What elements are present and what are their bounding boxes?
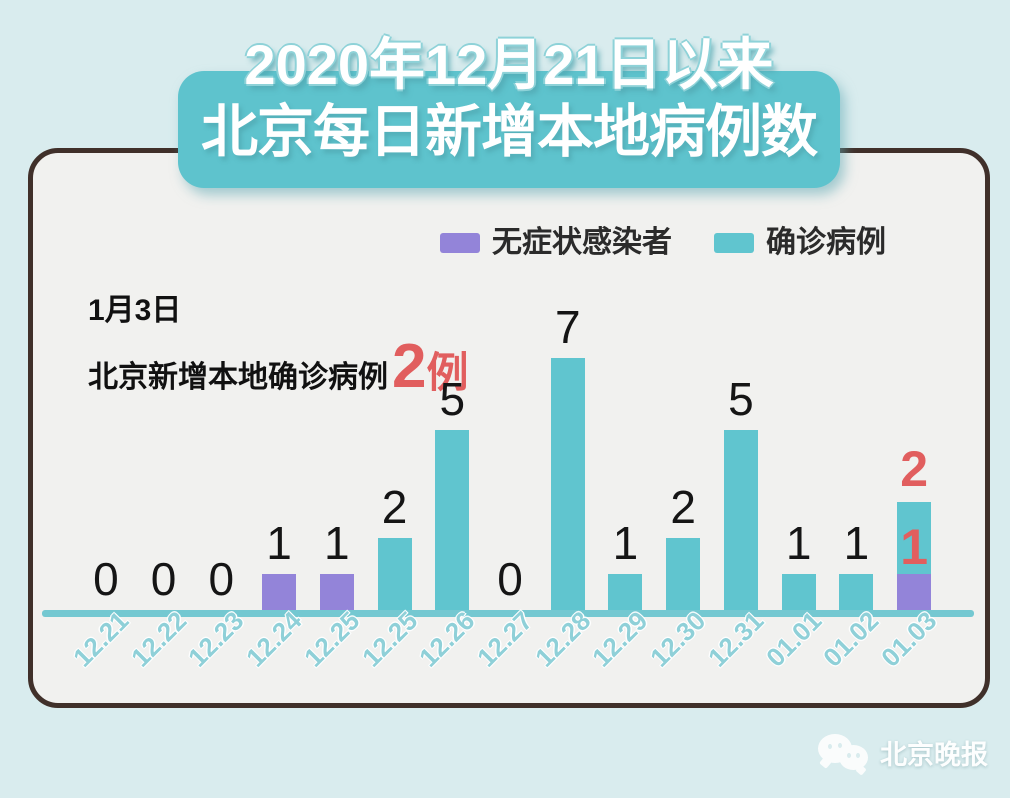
bar-slot: 1 12.24	[240, 300, 308, 673]
bar-slot: 0 12.22	[125, 300, 193, 673]
confirmed-bar-segment	[897, 502, 932, 574]
annotation-text: 北京新增本地确诊病例	[88, 361, 388, 394]
confirmed-bar-segment	[608, 574, 643, 610]
annotation-date: 1月3日	[88, 294, 182, 327]
bar-value-label: 0	[93, 553, 119, 605]
bar-value-label: 2	[670, 481, 696, 533]
bar-slot: 2 12.25	[356, 300, 424, 673]
bar	[435, 430, 470, 610]
annotation-unit: 例	[426, 349, 469, 396]
bar-slot: 5 12.26	[413, 300, 481, 673]
legend-item-asymptomatic: 无症状感染者	[440, 228, 672, 258]
bar	[262, 574, 297, 610]
asymptomatic-color-swatch	[440, 233, 480, 253]
legend-label: 无症状感染者	[492, 226, 672, 259]
stacked-bar	[897, 502, 932, 610]
bar	[723, 430, 758, 610]
asymptomatic-bar-segment	[319, 574, 354, 610]
annotation-value: 2	[392, 332, 427, 401]
bar-value-label: 1	[785, 517, 812, 569]
confirmed-bar-segment	[723, 430, 758, 610]
bar-value-label: 0	[208, 553, 235, 605]
bar-slot: 2 12.30	[644, 300, 712, 673]
bar-slot: 1 01.01	[760, 300, 828, 673]
bar-value-label: 0	[150, 553, 177, 605]
source-name: 北京晚报	[880, 739, 988, 770]
highlight-confirmed-count-label: 2	[900, 441, 929, 497]
bar	[319, 574, 354, 610]
confirmed-bar-segment	[435, 430, 470, 610]
confirmed-bar-segment	[666, 538, 701, 610]
source-watermark: 北京晚报	[818, 734, 988, 776]
bar-slot: 0 12.27	[471, 300, 539, 673]
bar	[666, 538, 701, 610]
bar-value-label: 1	[266, 517, 292, 569]
wechat-bubble-small	[839, 745, 868, 770]
confirmed-color-swatch	[714, 233, 754, 253]
asymptomatic-bar-segment	[897, 574, 932, 610]
bar-slot: 7 12.28	[529, 300, 597, 673]
bar-value-label: 5	[728, 373, 754, 425]
bar-chart: 0 12.21 0 12.22 0 12.23 1 12.24 1 12.25 …	[67, 300, 943, 673]
bar	[781, 574, 816, 610]
confirmed-bar-segment	[550, 358, 585, 610]
bar-slot: 5 12.31	[702, 300, 770, 673]
bar-value-label: 7	[554, 301, 581, 353]
legend-item-confirmed: 确诊病例	[714, 228, 886, 258]
bar-value-label: 1	[843, 517, 870, 569]
page-title-line1: 2020年12月21日以来	[244, 33, 774, 96]
confirmed-bar-segment	[377, 538, 412, 610]
asymptomatic-bar-segment	[262, 574, 297, 610]
bar	[550, 358, 585, 610]
annotation-row: 北京新增本地确诊病例 2 例	[88, 332, 469, 401]
bar-value-label: 1	[324, 517, 350, 569]
wechat-icon	[818, 734, 872, 776]
bar-slot: 1 12.25	[298, 300, 366, 673]
bar-value-label: 0	[497, 553, 523, 605]
bar-slot: 0 12.23	[183, 300, 250, 673]
confirmed-bar-segment	[839, 574, 874, 610]
highlight-asymptomatic-count-label: 1	[900, 519, 929, 575]
bar-value-label: 5	[439, 373, 466, 425]
bar	[839, 574, 874, 610]
page-title-line2: 北京每日新增本地病例数	[201, 100, 818, 164]
bar-slot: 1 12.29	[587, 300, 655, 673]
bar-slot: 1 01.02	[818, 300, 886, 673]
bar	[377, 538, 412, 610]
confirmed-bar-segment	[781, 574, 816, 610]
bar-slot-highlighted: 2 1 01.03	[875, 300, 943, 673]
bar	[608, 574, 643, 610]
chart-legend: 无症状感染者 确诊病例	[440, 228, 886, 258]
bar-value-label: 1	[612, 517, 639, 569]
legend-label: 确诊病例	[766, 226, 886, 259]
title-badge: 2020年12月21日以来 北京每日新增本地病例数	[178, 35, 840, 188]
bar-value-label: 2	[381, 481, 408, 533]
x-axis-line	[42, 610, 974, 617]
bar-slot: 0 12.21	[67, 300, 135, 673]
highlight-annotation: 1月3日 北京新增本地确诊病例 2 例	[88, 294, 469, 401]
